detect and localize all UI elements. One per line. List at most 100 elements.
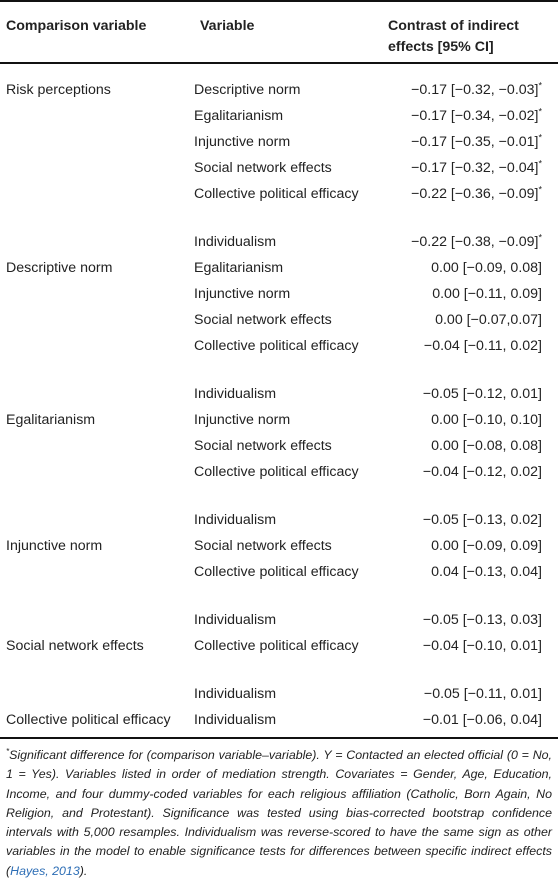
table-row: Social network effects −0.17 [−0.32, −0.0… bbox=[0, 153, 558, 179]
citation-link[interactable]: Hayes, 2013 bbox=[10, 863, 80, 878]
cell-variable: Collective political efficacy bbox=[194, 638, 359, 654]
cell-comparison-variable: Social network effects bbox=[6, 638, 144, 654]
cell-variable: Collective political efficacy bbox=[194, 564, 359, 580]
cell-contrast: 0.00 [−0.09, 0.08] bbox=[370, 253, 558, 279]
cell-comparison-variable bbox=[0, 431, 194, 457]
table-row: Egalitarianism Injunctive norm 0.00 [−0.10… bbox=[0, 405, 558, 431]
contrast-value: −0.04 [−0.12, 0.02] bbox=[422, 464, 542, 480]
significance-marker: * bbox=[538, 80, 542, 91]
cell-contrast: 0.00 [−0.09, 0.09] bbox=[370, 531, 558, 557]
table-row: Social network effects 0.00 [−0.07,0.07] bbox=[0, 305, 558, 331]
contrast-value: −0.17 [−0.34, −0.02] bbox=[411, 108, 539, 124]
cell-comparison-variable bbox=[0, 101, 194, 127]
cell-comparison-variable bbox=[0, 557, 194, 605]
header-variable: Variable bbox=[194, 0, 370, 64]
contrast-value: −0.05 [−0.13, 0.02] bbox=[422, 512, 542, 528]
cell-contrast: −0.17 [−0.32, −0.04]* bbox=[370, 153, 558, 179]
cell-comparison-variable: Egalitarianism bbox=[6, 412, 96, 428]
cell-variable: Injunctive norm bbox=[194, 134, 291, 150]
cell-variable: Injunctive norm bbox=[194, 412, 291, 428]
cell-variable: Individualism bbox=[194, 512, 277, 528]
cell-contrast: −0.17 [−0.32, −0.03]* bbox=[370, 63, 558, 101]
footnote-closing: ). bbox=[79, 863, 88, 878]
header-contrast: Contrast of indirect effects [95% CI] bbox=[370, 0, 558, 64]
cell-contrast: −0.05 [−0.11, 0.01] bbox=[370, 679, 558, 705]
cell-variable: Individualism bbox=[194, 234, 277, 250]
significance-marker: * bbox=[538, 158, 542, 169]
cell-comparison-variable: Collective political efficacy bbox=[0, 705, 194, 739]
cell-variable: Individualism bbox=[194, 705, 370, 739]
table-row: Social network effects Collective politic… bbox=[0, 631, 558, 679]
cell-contrast: −0.05 [−0.13, 0.03] bbox=[370, 605, 558, 631]
cell-contrast: 0.00 [−0.11, 0.09] bbox=[370, 279, 558, 305]
cell-comparison-variable bbox=[0, 305, 194, 331]
cell-comparison-variable bbox=[0, 153, 194, 179]
header-comparison-variable: Comparison variable bbox=[0, 0, 194, 64]
cell-comparison-variable bbox=[0, 505, 194, 531]
cell-variable: Individualism bbox=[194, 686, 277, 702]
contrast-value: −0.05 [−0.13, 0.03] bbox=[422, 612, 542, 628]
table-row: Injunctive norm Social network effects 0.0… bbox=[0, 531, 558, 557]
cell-comparison-variable bbox=[0, 331, 194, 379]
cell-contrast: −0.04 [−0.12, 0.02] bbox=[370, 457, 558, 505]
contrast-value: 0.00 [−0.08, 0.08] bbox=[431, 438, 542, 454]
cell-contrast: −0.05 [−0.13, 0.02] bbox=[370, 505, 558, 531]
cell-contrast: 0.00 [−0.08, 0.08] bbox=[370, 431, 558, 457]
contrast-value: −0.04 [−0.11, 0.02] bbox=[423, 338, 542, 354]
table-row: Egalitarianism −0.17 [−0.34, −0.02]* bbox=[0, 101, 558, 127]
cell-comparison-variable bbox=[0, 279, 194, 305]
table-row: Injunctive norm 0.00 [−0.11, 0.09] bbox=[0, 279, 558, 305]
cell-contrast: −0.17 [−0.34, −0.02]* bbox=[370, 101, 558, 127]
table-row: Collective political efficacy Individuali… bbox=[0, 705, 558, 739]
significance-marker: * bbox=[538, 184, 542, 195]
cell-comparison-variable bbox=[0, 679, 194, 705]
cell-contrast: 0.04 [−0.13, 0.04] bbox=[370, 557, 558, 605]
cell-comparison-variable: Injunctive norm bbox=[6, 538, 103, 554]
contrast-value: −0.22 [−0.36, −0.09] bbox=[411, 186, 539, 202]
contrast-value: 0.00 [−0.09, 0.09] bbox=[431, 538, 542, 554]
cell-variable: Social network effects bbox=[194, 538, 332, 554]
table-row: Social network effects 0.00 [−0.08, 0.08] bbox=[0, 431, 558, 457]
cell-comparison-variable: Risk perceptions bbox=[6, 82, 111, 98]
footnote-text: Significant difference for (comparison v… bbox=[6, 748, 552, 878]
table-row: Descriptive norm Egalitarianism 0.00 [−0.0… bbox=[0, 253, 558, 279]
significance-marker: * bbox=[538, 106, 542, 117]
cell-variable: Individualism bbox=[194, 386, 277, 402]
table-row: Individualism −0.05 [−0.13, 0.03] bbox=[0, 605, 558, 631]
cell-comparison-variable bbox=[0, 605, 194, 631]
table-row: Collective political efficacy −0.22 [−0.3… bbox=[0, 179, 558, 227]
table-row: Individualism −0.05 [−0.11, 0.01] bbox=[0, 679, 558, 705]
contrast-value: 0.04 [−0.13, 0.04] bbox=[431, 564, 542, 580]
contrast-value: 0.00 [−0.11, 0.09] bbox=[432, 286, 542, 302]
cell-variable: Descriptive norm bbox=[194, 82, 301, 98]
cell-contrast: −0.22 [−0.36, −0.09]* bbox=[370, 179, 558, 227]
contrast-value: 0.00 [−0.09, 0.08] bbox=[431, 260, 542, 276]
table-row: Collective political efficacy −0.04 [−0.1… bbox=[0, 457, 558, 505]
table-row: Individualism −0.05 [−0.12, 0.01] bbox=[0, 379, 558, 405]
cell-contrast: 0.00 [−0.10, 0.10] bbox=[370, 405, 558, 431]
results-table-container: Comparison variable Variable Contrast of… bbox=[0, 0, 558, 739]
cell-contrast: −0.01 [−0.06, 0.04] bbox=[370, 705, 558, 739]
cell-variable: Social network effects bbox=[194, 438, 332, 454]
contrast-value: −0.17 [−0.35, −0.01] bbox=[411, 134, 539, 150]
results-table: Comparison variable Variable Contrast of… bbox=[0, 0, 558, 739]
table-footnote: *Significant difference for (comparison … bbox=[6, 746, 552, 881]
cell-contrast: −0.04 [−0.10, 0.01] bbox=[370, 631, 558, 679]
table-row: Injunctive norm −0.17 [−0.35, −0.01]* bbox=[0, 127, 558, 153]
contrast-value: 0.00 [−0.10, 0.10] bbox=[431, 412, 542, 428]
cell-variable: Collective political efficacy bbox=[194, 186, 359, 202]
cell-variable: Social network effects bbox=[194, 160, 332, 176]
significance-marker: * bbox=[538, 132, 542, 143]
cell-comparison-variable bbox=[0, 127, 194, 153]
cell-variable: Injunctive norm bbox=[194, 286, 291, 302]
cell-contrast: −0.04 [−0.11, 0.02] bbox=[370, 331, 558, 379]
cell-variable: Collective political efficacy bbox=[194, 338, 359, 354]
table-row: Collective political efficacy −0.04 [−0.1… bbox=[0, 331, 558, 379]
cell-contrast: −0.05 [−0.12, 0.01] bbox=[370, 379, 558, 405]
contrast-value: −0.17 [−0.32, −0.03] bbox=[411, 82, 539, 98]
table-row: Individualism −0.05 [−0.13, 0.02] bbox=[0, 505, 558, 531]
cell-variable: Individualism bbox=[194, 612, 277, 628]
cell-variable: Collective political efficacy bbox=[194, 464, 359, 480]
significance-marker: * bbox=[538, 232, 542, 243]
cell-comparison-variable: Descriptive norm bbox=[6, 260, 113, 276]
